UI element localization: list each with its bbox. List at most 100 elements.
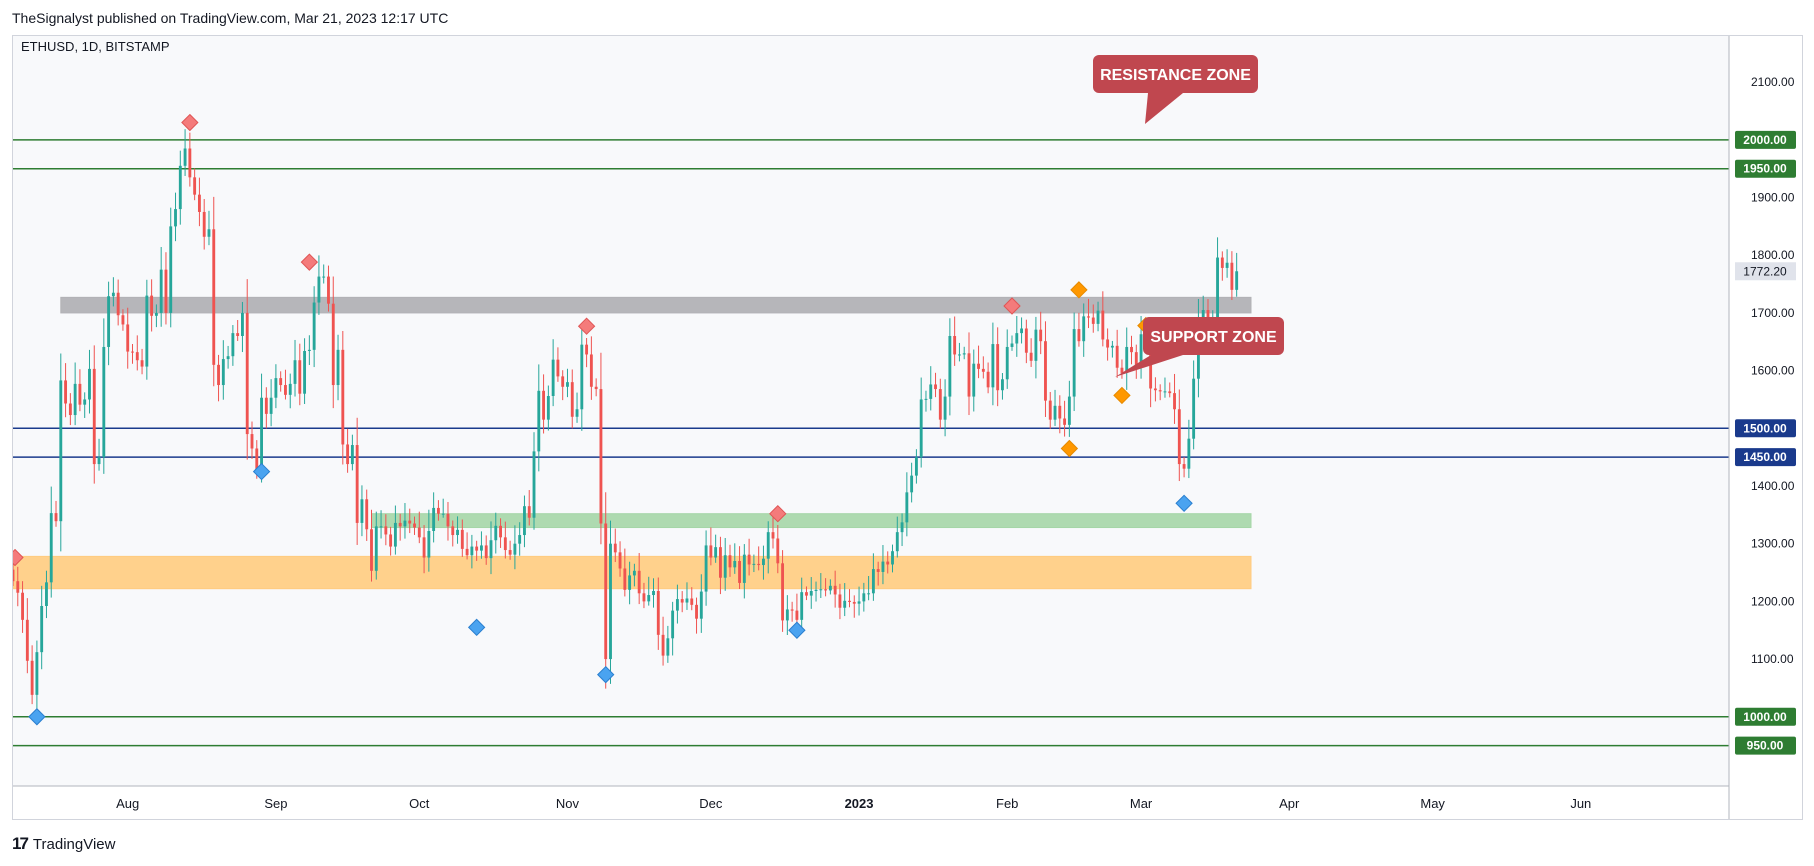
candle-body bbox=[910, 475, 914, 493]
candles-layer bbox=[11, 129, 1239, 714]
candle-body bbox=[632, 570, 636, 576]
candle-body bbox=[413, 523, 416, 528]
candle-body bbox=[1001, 379, 1004, 391]
candle-body bbox=[365, 499, 369, 530]
candle-body bbox=[465, 548, 469, 556]
candle-body bbox=[484, 545, 488, 559]
tradingview-footer[interactable]: 17 TradingView bbox=[12, 834, 115, 854]
candle-body bbox=[131, 351, 134, 353]
candle-body bbox=[695, 604, 698, 619]
candle-body bbox=[623, 568, 627, 590]
y-tick-label: 2100.00 bbox=[1751, 75, 1795, 89]
candle-body bbox=[685, 598, 689, 603]
candle-body bbox=[317, 276, 321, 303]
candle-body bbox=[346, 444, 350, 465]
candle-body bbox=[594, 386, 598, 390]
candle-body bbox=[532, 451, 536, 518]
x-tick-label: Oct bbox=[409, 796, 430, 811]
candle-body bbox=[59, 380, 63, 522]
candle-body bbox=[121, 315, 125, 325]
candle-body bbox=[264, 397, 268, 414]
candle-body bbox=[895, 532, 899, 552]
y-tick-label: 1200.00 bbox=[1751, 594, 1795, 608]
candle-body bbox=[379, 526, 383, 528]
candle-body bbox=[957, 354, 961, 356]
candle-body bbox=[1130, 346, 1133, 353]
candle-body bbox=[848, 600, 851, 602]
candle-body bbox=[1149, 343, 1153, 389]
candle-body bbox=[145, 295, 149, 367]
candle-body bbox=[919, 399, 923, 458]
x-tick-label: 2023 bbox=[845, 796, 874, 811]
candle-body bbox=[628, 575, 632, 590]
diamond-marker-blue bbox=[788, 621, 806, 639]
candle-body bbox=[193, 177, 197, 195]
candle-body bbox=[188, 148, 192, 178]
candle-body bbox=[260, 397, 263, 470]
candle-body bbox=[776, 538, 780, 564]
candle-body bbox=[1082, 316, 1086, 342]
candle-body bbox=[991, 344, 995, 388]
candle-body bbox=[1220, 257, 1224, 268]
candle-body bbox=[943, 396, 947, 420]
candle-body bbox=[723, 555, 727, 578]
candle-body bbox=[914, 457, 918, 476]
price-axis[interactable]: 1100.00 1200.00 1300.00 1400.00 1600.00 1700.… bbox=[1735, 75, 1796, 755]
candle-body bbox=[159, 269, 163, 313]
candle-body bbox=[1072, 329, 1076, 397]
level-price-badge bbox=[1735, 448, 1796, 467]
candle-body bbox=[303, 351, 307, 394]
diamond-marker-orange bbox=[1060, 439, 1079, 458]
diamond-marker-blue bbox=[28, 708, 46, 726]
candle-body bbox=[250, 434, 254, 449]
candle-body bbox=[403, 520, 407, 527]
levels-layer bbox=[13, 139, 1729, 747]
y-tick-label: 1800.00 bbox=[1751, 248, 1795, 262]
candle-body bbox=[852, 601, 856, 604]
candle-body bbox=[523, 506, 526, 536]
candle-body bbox=[111, 292, 115, 297]
candle-body bbox=[819, 589, 823, 591]
candle-body bbox=[556, 359, 560, 377]
candle-body bbox=[613, 543, 617, 553]
candle-body bbox=[1044, 341, 1047, 401]
candle-body bbox=[1010, 343, 1014, 347]
candle-body bbox=[178, 165, 182, 210]
candle-body bbox=[217, 364, 220, 386]
candle-body bbox=[876, 569, 880, 572]
candle-body bbox=[508, 550, 512, 555]
candle-body bbox=[566, 382, 569, 387]
level-price-badge bbox=[1735, 130, 1796, 149]
candle-body bbox=[542, 390, 546, 420]
symbol-title: ETHUSD, 1D, BITSTAMP bbox=[21, 39, 170, 54]
candle-body bbox=[384, 526, 388, 535]
candle-body bbox=[561, 376, 565, 387]
candle-body bbox=[661, 634, 665, 656]
candle-body bbox=[460, 529, 464, 549]
markers-layer bbox=[6, 113, 1193, 726]
ethusd-candlestick-chart[interactable]: RESISTANCE ZONE SUPPORT ZONE 1100.00 1200.… bbox=[6, 36, 1802, 819]
candle-body bbox=[499, 525, 502, 538]
candle-body bbox=[298, 360, 302, 394]
x-tick-label: Sep bbox=[264, 796, 287, 811]
y-tick-label: 1600.00 bbox=[1751, 364, 1795, 378]
candle-body bbox=[116, 292, 120, 316]
candle-body bbox=[738, 561, 741, 583]
candle-body bbox=[1029, 352, 1033, 361]
candle-body bbox=[833, 585, 837, 595]
candle-body bbox=[1005, 346, 1009, 380]
candle-body bbox=[1096, 310, 1100, 324]
time-axis[interactable]: Aug Sep Oct Nov Dec 2023 Feb Mar Apr May Jun bbox=[116, 796, 1591, 811]
candle-body bbox=[599, 389, 603, 524]
candle-body bbox=[513, 543, 517, 555]
candle-body bbox=[183, 148, 187, 166]
candle-body bbox=[637, 570, 641, 594]
candle-body bbox=[331, 303, 335, 386]
candle-body bbox=[838, 594, 842, 608]
callout-box-support bbox=[1143, 317, 1284, 355]
chart-pane[interactable]: RESISTANCE ZONE SUPPORT ZONE 1100.00 1200.… bbox=[6, 35, 1803, 820]
x-tick-label: Dec bbox=[699, 796, 723, 811]
candle-body bbox=[174, 209, 177, 227]
candle-body bbox=[1115, 345, 1119, 368]
candle-body bbox=[871, 569, 875, 594]
